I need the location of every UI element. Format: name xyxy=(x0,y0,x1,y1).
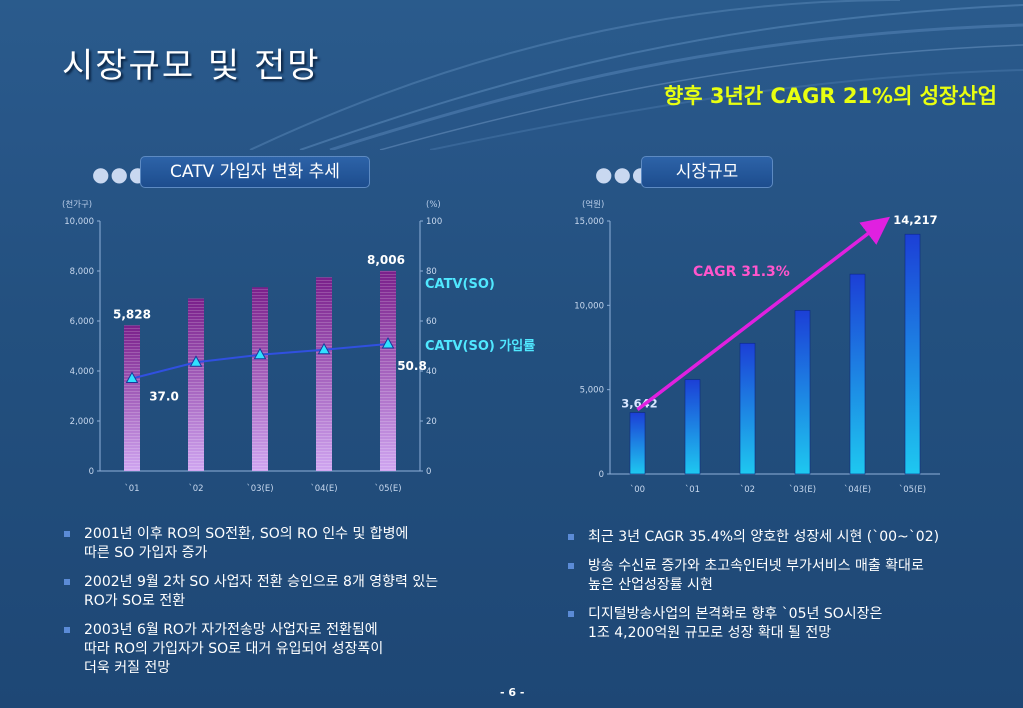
right-section-header: ●●● 시장규모 xyxy=(595,156,795,188)
data-label: 8,006 xyxy=(367,253,405,267)
bar-texture xyxy=(316,277,332,471)
y2-axis-label: (%) xyxy=(426,200,441,210)
data-label: 50.8 xyxy=(397,359,427,373)
y2-tick-label: 80 xyxy=(426,267,437,277)
bullet-line: 따라 RO의 가입자가 SO로 대거 유입되어 성장폭이 xyxy=(84,641,384,657)
rate-point xyxy=(253,347,267,360)
bullet-square-icon xyxy=(64,531,70,537)
y-tick-label: 5,000 xyxy=(580,386,604,396)
y-tick-label: 8,000 xyxy=(70,267,94,277)
y-tick-label: 2,000 xyxy=(70,417,94,427)
x-tick-label: `01 xyxy=(124,483,139,494)
series-label-line: CATV(SO) 가입률 xyxy=(425,339,535,354)
bullet-item: 최근 3년 CAGR 35.4%의 양호한 성장세 시현 (`00~`02) xyxy=(566,528,1016,547)
bar-texture xyxy=(380,270,396,471)
y-tick-label: 0 xyxy=(89,467,94,477)
bullet-line: 높은 산업성장률 시현 xyxy=(588,577,713,593)
left-section-header: ●●● CATV 가입자 변화 추세 xyxy=(92,156,392,188)
right-bullet-list: 최근 3년 CAGR 35.4%의 양호한 성장세 시현 (`00~`02) 방송… xyxy=(566,528,1016,653)
data-label: 5,828 xyxy=(113,307,151,321)
bullet-square-icon xyxy=(64,627,70,633)
x-tick-label: `03(E) xyxy=(246,483,273,494)
y-tick-label: 10,000 xyxy=(64,217,94,227)
y-axis-label: (억원) xyxy=(582,199,604,210)
background-swoosh xyxy=(249,0,1023,150)
x-tick-label: `04(E) xyxy=(310,483,337,494)
y2-tick-label: 0 xyxy=(426,467,431,477)
catv-subscriber-chart: (천가구) (%) 0 2,000 4,000 6,000 8,000 10,000 0 20 40… xyxy=(62,199,535,494)
bar xyxy=(739,342,756,475)
bullet-line: 디지털방송사업의 본격화로 향후 `05년 SO시장은 xyxy=(588,606,883,622)
bullet-square-icon xyxy=(568,534,574,540)
bullet-line: 1조 4,200억원 규모로 성장 확대 될 전망 xyxy=(588,625,832,641)
x-tick-label: `03(E) xyxy=(789,484,816,495)
y2-tick-label: 100 xyxy=(426,217,442,227)
bar-texture xyxy=(252,287,268,471)
cagr-label: CAGR 31.3% xyxy=(693,264,790,280)
rate-point xyxy=(189,355,203,367)
y-tick-label: 10,000 xyxy=(574,301,604,311)
x-tick-label: `05(E) xyxy=(899,484,926,495)
bullet-line: 최근 3년 CAGR 35.4%의 양호한 성장세 시현 (`00~`02) xyxy=(588,529,940,545)
rate-point xyxy=(381,336,395,349)
x-tick-label: `01 xyxy=(685,484,700,495)
x-tick-label: `02 xyxy=(188,483,203,494)
rate-point xyxy=(125,371,139,383)
y2-tick-label: 20 xyxy=(426,417,437,427)
dots-icon: ●●● xyxy=(595,162,651,186)
dots-icon: ●●● xyxy=(92,162,148,186)
series-label-bar: CATV(SO) xyxy=(425,277,495,292)
right-section-title: 시장규모 xyxy=(641,156,773,188)
headline: 향후 3년간 CAGR 21%의 성장산업 xyxy=(663,84,997,108)
y-tick-label: 0 xyxy=(599,470,604,480)
y2-tick-label: 40 xyxy=(426,367,437,377)
x-tick-label: `00 xyxy=(630,484,645,495)
bullet-line: RO가 SO로 전환 xyxy=(84,593,186,609)
cagr-arrow xyxy=(636,216,891,412)
y-tick-label: 4,000 xyxy=(70,367,94,377)
bar xyxy=(794,310,811,475)
bullet-square-icon xyxy=(568,611,574,617)
bullet-line: 따른 SO 가입자 증가 xyxy=(84,545,208,561)
bullet-line: 2001년 이후 RO의 SO전환, SO의 RO 인수 및 합병에 xyxy=(84,526,409,542)
y-tick-label: 15,000 xyxy=(574,217,604,227)
x-tick-label: `02 xyxy=(740,484,755,495)
bar xyxy=(849,273,866,475)
y-axis-label: (천가구) xyxy=(62,199,92,210)
y-tick-label: 6,000 xyxy=(70,317,94,327)
y2-tick-label: 60 xyxy=(426,317,437,327)
x-tick-label: `04(E) xyxy=(844,484,871,495)
data-label: 14,217 xyxy=(893,213,937,227)
rate-point xyxy=(317,342,331,355)
bullet-item: 디지털방송사업의 본격화로 향후 `05년 SO시장은 1조 4,200억원 규모… xyxy=(566,605,1016,643)
page-title: 시장규모 및 전망 xyxy=(62,46,321,86)
bullet-line: 2002년 9월 2차 SO 사업자 전환 승인으로 8개 영향력 있는 xyxy=(84,574,439,590)
page-number: - 6 - xyxy=(500,686,525,699)
data-label: 37.0 xyxy=(149,390,179,404)
bullet-line: 2003년 6월 RO가 자가전송망 사업자로 전환됨에 xyxy=(84,622,378,638)
bullet-square-icon xyxy=(568,563,574,569)
bar xyxy=(904,233,921,475)
market-size-chart: (억원) 0 5,000 10,000 15,000 `00 `01 `02 `03(E) `04… xyxy=(574,199,940,495)
bar xyxy=(684,379,701,475)
bar xyxy=(629,412,646,475)
bullet-square-icon xyxy=(64,579,70,585)
x-tick-label: `05(E) xyxy=(374,483,401,494)
bullet-line: 방송 수신료 증가와 초고속인터넷 부가서비스 매출 확대로 xyxy=(588,558,924,574)
bar-texture xyxy=(124,325,140,471)
bullet-line: 더욱 커질 전망 xyxy=(84,660,171,676)
bullet-item: 2002년 9월 2차 SO 사업자 전환 승인으로 8개 영향력 있는 RO가 … xyxy=(62,573,532,611)
bar-texture xyxy=(188,298,204,471)
left-section-title: CATV 가입자 변화 추세 xyxy=(140,156,370,188)
